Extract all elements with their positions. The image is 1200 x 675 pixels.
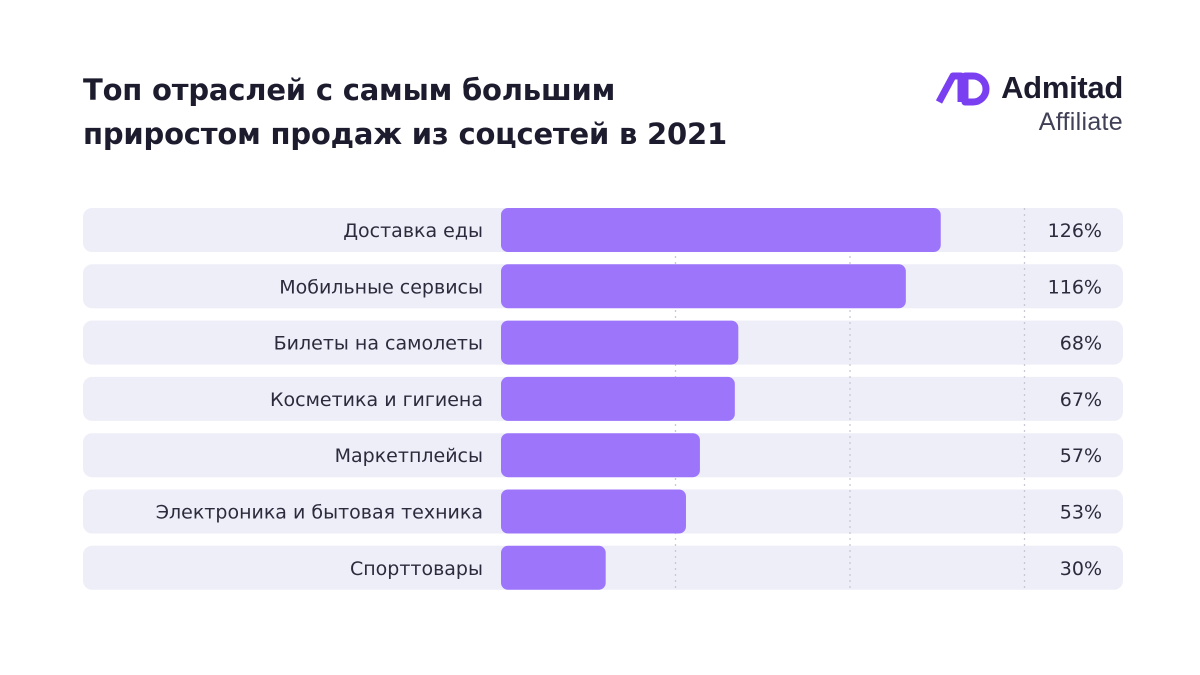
bars: [501, 208, 941, 590]
admitad-logo-icon: [936, 72, 990, 106]
bar-7: [501, 545, 606, 590]
bar-3: [501, 320, 739, 365]
chart-title: Топ отраслей с самым большим приростом п…: [83, 68, 783, 156]
value-label: 53%: [1060, 502, 1102, 524]
category-label: Спорттовары: [350, 558, 483, 580]
title-line-1: Топ отраслей с самым большим: [83, 73, 616, 107]
bar-5: [501, 433, 700, 478]
value-label: 30%: [1060, 558, 1102, 580]
value-label: 116%: [1048, 276, 1102, 298]
value-label: 126%: [1048, 220, 1102, 242]
category-labels: Доставка еды Мобильные сервисы Билеты на с…: [156, 220, 483, 580]
value-label: 67%: [1060, 389, 1102, 411]
category-label: Косметика и гигиена: [270, 389, 483, 411]
bar-2: [501, 264, 906, 309]
category-label: Мобильные сервисы: [279, 276, 483, 298]
brand-name: Admitad: [1001, 70, 1123, 105]
value-labels: 126% 116% 68% 67% 57% 53% 30%: [1048, 220, 1102, 580]
title-line-2: приростом продаж из соцсетей в 2021: [83, 117, 727, 151]
value-label: 57%: [1060, 445, 1102, 467]
category-label: Маркетплейсы: [335, 445, 483, 467]
bar-1: [501, 208, 941, 252]
bar-6: [501, 489, 686, 534]
bar-4: [501, 376, 735, 421]
value-label: 68%: [1060, 333, 1102, 355]
category-label: Доставка еды: [343, 220, 483, 242]
brand-block: Admitad Affiliate: [935, 70, 1123, 137]
brand-subtitle: Affiliate: [1038, 108, 1123, 136]
category-label: Билеты на самолеты: [274, 333, 483, 355]
category-label: Электроника и бытовая техника: [156, 502, 483, 524]
